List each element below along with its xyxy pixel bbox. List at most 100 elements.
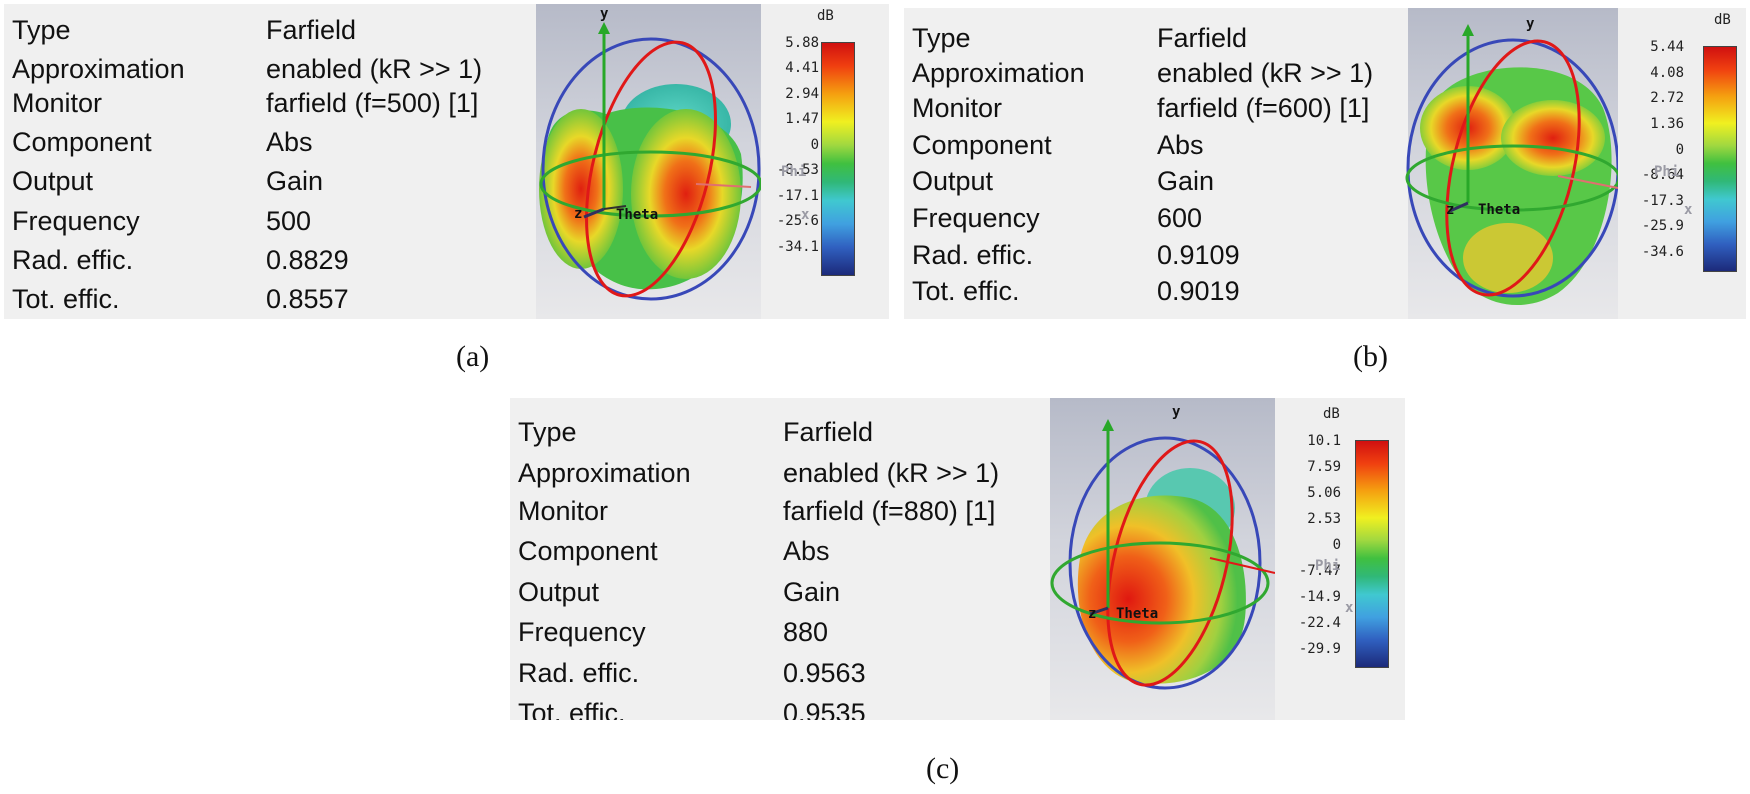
property-value: 0.9535 (783, 698, 866, 720)
property-value: 0.8557 (266, 284, 349, 314)
property-value: farfield (f=880) [1] (783, 496, 996, 526)
farfield-3d-view[interactable]: y z Theta (1405, 8, 1621, 319)
pattern-body (1077, 495, 1246, 684)
z-axis-label: z (1088, 606, 1096, 622)
property-key: Frequency (518, 617, 646, 647)
legend-tick: 4.41 (785, 60, 819, 76)
caption-b: (b) (1353, 340, 1388, 373)
properties-table: Type Farfield Approximation enabled (kR >>… (904, 8, 1408, 319)
property-value: Abs (1157, 130, 1204, 160)
property-key: Component (518, 536, 658, 566)
x-axis-line (695, 183, 752, 188)
property-key: Output (518, 577, 600, 607)
property-key: Monitor (912, 93, 1003, 123)
property-key: Type (912, 23, 971, 53)
legend-tick: 10.1 (1307, 433, 1341, 449)
y-axis-label: y (1526, 16, 1535, 32)
x-axis-line (1209, 557, 1276, 574)
z-axis-label: z (574, 206, 582, 222)
theta-ring-red (1445, 39, 1581, 297)
x-axis-label: x (1345, 600, 1354, 616)
db-color-legend: dB 5.44 4.08 2.72 1.36 0 -8.64 -17.3 -25… (1618, 8, 1746, 319)
property-key: Component (912, 130, 1052, 160)
phi-axis-label: Phi (1315, 558, 1340, 574)
legend-tick: 0 (810, 137, 819, 153)
x-axis-line (1557, 175, 1619, 189)
legend-tick: -29.9 (1298, 641, 1341, 657)
properties-table: Type Farfield Approximation enabled (kR >>… (510, 398, 1050, 720)
property-key: Approximation (12, 54, 185, 84)
legend-tick: -17.3 (1641, 193, 1684, 209)
property-value: Gain (783, 577, 841, 607)
legend-overlay: Phi x (781, 164, 810, 223)
property-value: 0.9109 (1157, 240, 1240, 270)
property-value: Farfield (266, 15, 357, 45)
property-value: 0.8829 (266, 245, 349, 275)
y-axis-label: y (600, 6, 609, 22)
phi-ring-blue (1068, 436, 1262, 690)
y-axis-arrow (598, 22, 610, 34)
property-key: Type (12, 15, 71, 45)
theta-axis-label: Theta (1116, 606, 1158, 622)
theta-ring-red (1106, 439, 1234, 687)
legend-unit: dB (1323, 406, 1340, 422)
legend-tick: 0 (1332, 537, 1341, 553)
property-key: Tot. effic. (518, 698, 626, 720)
property-key: Approximation (518, 458, 691, 488)
legend-tick: 2.53 (1307, 511, 1341, 527)
property-value: farfield (f=600) [1] (1157, 93, 1370, 123)
property-value: 500 (266, 206, 312, 236)
pattern-lobe-right (631, 109, 741, 279)
property-key: Rad. effic. (12, 245, 134, 275)
legend-tick: -8.53 (776, 162, 819, 178)
property-key: Type (518, 417, 577, 447)
legend-tick: -25.9 (1641, 218, 1684, 234)
db-color-legend: dB 5.88 4.41 2.94 1.47 0 -8.53 -17.1 -25… (761, 4, 889, 319)
property-value: enabled (kR >> 1) (266, 54, 483, 84)
property-value: 880 (783, 617, 829, 647)
radiation-pattern-plot: y z Theta (539, 6, 763, 301)
legend-tick: -7.47 (1298, 563, 1341, 579)
pattern-lobe-left (539, 109, 623, 269)
phi-axis-label: Phi (1654, 164, 1679, 180)
theta-axis-label: Theta (616, 207, 658, 223)
caption-a: (a) (456, 340, 490, 373)
property-key: Output (912, 166, 994, 196)
property-key: Output (12, 166, 94, 196)
farfield-3d-view[interactable]: y z Theta (536, 4, 763, 319)
property-value: Abs (266, 127, 313, 157)
db-color-legend: dB 10.1 7.59 5.06 2.53 0 -7.47 -14.9 -22… (1275, 398, 1405, 720)
farfield-3d-view[interactable]: y z Theta (1050, 398, 1276, 720)
legend-overlay: Phi x (1315, 558, 1354, 616)
theta-axis-label: Theta (1478, 202, 1520, 218)
legend-tick: 5.88 (785, 35, 819, 51)
legend-tick: 5.44 (1650, 39, 1684, 55)
farfield-panel-a: Type Farfield Approximation enabled (kR >>… (4, 4, 889, 319)
pattern-lobe-lower (1463, 223, 1553, 293)
legend-tick: -25.6 (776, 213, 819, 229)
property-value: enabled (kR >> 1) (783, 458, 1000, 488)
y-axis-arrow (1462, 24, 1474, 36)
property-value: Abs (783, 536, 830, 566)
legend-color-bar (1703, 46, 1737, 272)
legend-tick: 5.06 (1307, 485, 1341, 501)
x-axis-label: x (801, 207, 810, 223)
legend-color-bar (821, 42, 855, 276)
property-value: Gain (1157, 166, 1215, 196)
property-key: Monitor (12, 88, 103, 118)
z-axis-line (1089, 606, 1109, 616)
legend-tick: -34.6 (1641, 244, 1684, 260)
pattern-lobe-upper-right (1501, 100, 1605, 176)
property-key: Approximation (912, 58, 1085, 88)
property-key: Rad. effic. (912, 240, 1034, 270)
property-key: Rad. effic. (518, 658, 640, 688)
legend-tick: 7.59 (1307, 459, 1341, 475)
legend-color-bar (1355, 440, 1389, 668)
legend-overlay: Phi x (1654, 164, 1693, 218)
property-key: Frequency (912, 203, 1040, 233)
z-axis-line (1449, 201, 1469, 213)
property-value: enabled (kR >> 1) (1157, 58, 1374, 88)
legend-tick: 2.72 (1650, 90, 1684, 106)
property-value: Farfield (1157, 23, 1248, 53)
phi-axis-label: Phi (781, 164, 806, 180)
